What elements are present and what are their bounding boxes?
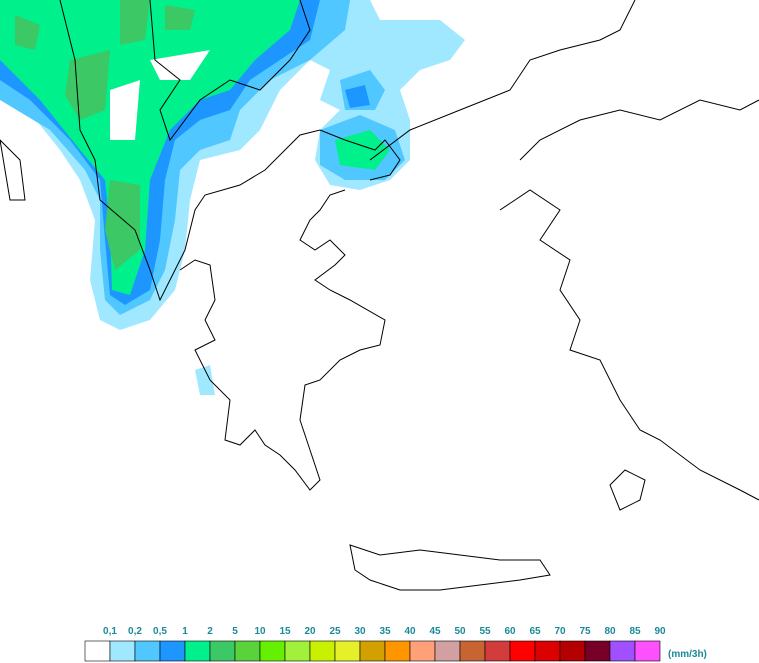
legend-swatch bbox=[409, 640, 436, 662]
legend-swatch bbox=[184, 640, 211, 662]
legend-label: 70 bbox=[554, 626, 566, 637]
legend-swatch bbox=[234, 640, 261, 662]
legend-label: 5 bbox=[232, 626, 238, 637]
legend-swatch bbox=[534, 640, 561, 662]
legend-label: 60 bbox=[504, 626, 516, 637]
legend-label: 55 bbox=[479, 626, 491, 637]
legend-label: 2 bbox=[207, 626, 213, 637]
legend-label: 1 bbox=[182, 626, 188, 637]
legend-swatch bbox=[259, 640, 286, 662]
legend-label: 20 bbox=[304, 626, 316, 637]
legend-label: 25 bbox=[329, 626, 341, 637]
legend-swatch bbox=[209, 640, 236, 662]
legend-swatch bbox=[584, 640, 611, 662]
legend-label: 0,1 bbox=[103, 626, 117, 637]
legend-label: 90 bbox=[654, 626, 666, 637]
coastlines bbox=[0, 0, 759, 591]
legend-label: 45 bbox=[429, 626, 441, 637]
legend-label: 10 bbox=[254, 626, 266, 637]
legend-swatch bbox=[334, 640, 361, 662]
legend-label: 85 bbox=[629, 626, 641, 637]
legend-label: 0,5 bbox=[153, 626, 167, 637]
legend-label: 30 bbox=[354, 626, 366, 637]
legend-swatch bbox=[484, 640, 511, 662]
legend-swatch bbox=[434, 640, 461, 662]
legend-label: 75 bbox=[579, 626, 591, 637]
legend-label: 0,2 bbox=[128, 626, 142, 637]
legend-label: 65 bbox=[529, 626, 541, 637]
legend-swatch bbox=[84, 640, 111, 662]
legend-swatch bbox=[559, 640, 586, 662]
legend-swatch bbox=[134, 640, 161, 662]
legend-swatch bbox=[109, 640, 136, 662]
legend-label: 80 bbox=[604, 626, 616, 637]
legend-label: 15 bbox=[279, 626, 291, 637]
precipitation bbox=[0, 0, 465, 395]
legend-label: 35 bbox=[379, 626, 391, 637]
legend-unit: (mm/3h) bbox=[668, 649, 707, 660]
legend-swatch bbox=[359, 640, 386, 662]
legend-swatch bbox=[609, 640, 636, 662]
legend-label: 50 bbox=[454, 626, 466, 637]
legend-swatch bbox=[459, 640, 486, 662]
legend-swatch bbox=[159, 640, 186, 662]
legend-swatch bbox=[634, 640, 661, 662]
legend-swatch bbox=[509, 640, 536, 662]
legend-swatch bbox=[384, 640, 411, 662]
legend-swatch bbox=[284, 640, 311, 662]
legend-swatch bbox=[309, 640, 336, 662]
legend-label: 40 bbox=[404, 626, 416, 637]
